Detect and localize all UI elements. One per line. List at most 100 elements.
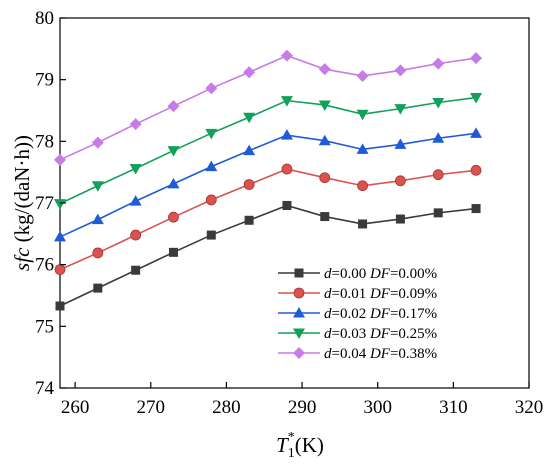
series-0	[55, 200, 481, 311]
data-point	[470, 52, 483, 65]
data-point	[282, 200, 292, 210]
data-point	[395, 175, 406, 187]
data-point	[130, 229, 142, 241]
series-4	[54, 49, 483, 166]
legend-label-d-value: =0.03	[332, 326, 370, 342]
data-point	[206, 230, 216, 240]
y-tick-label: 80	[35, 8, 54, 29]
data-point	[129, 163, 142, 175]
y-axis-title-italic: sfc	[10, 247, 34, 271]
legend-label-d: d	[324, 346, 332, 362]
data-point	[470, 93, 483, 104]
y-tick-label: 79	[35, 70, 54, 91]
legend-label-d-value: =0.01	[332, 286, 370, 302]
data-point	[357, 180, 368, 192]
data-point	[167, 100, 180, 113]
legend-label-df: DF	[369, 286, 391, 302]
legend-label: d=0.04 DF=0.38%	[324, 346, 437, 362]
x-tick-label: 260	[61, 397, 90, 418]
data-point	[167, 146, 180, 157]
x-axis-title-unit: (K)	[295, 433, 324, 457]
legend-label: d=0.02 DF=0.17%	[324, 306, 437, 322]
data-point	[244, 215, 254, 225]
data-point	[356, 109, 369, 121]
legend-label-d: d	[324, 266, 332, 282]
data-point	[243, 179, 255, 190]
data-point	[395, 214, 405, 224]
series-2	[54, 127, 483, 242]
x-tick-label: 280	[212, 397, 241, 418]
x-tick-label: 300	[363, 397, 392, 418]
data-point	[470, 164, 482, 176]
plot-area	[54, 17, 530, 389]
legend-marker	[294, 268, 304, 278]
data-point	[91, 213, 104, 225]
data-point	[432, 169, 444, 181]
legend-label-df: DF	[369, 346, 391, 362]
x-axis-title-sub: 1	[288, 446, 295, 461]
data-point	[168, 247, 178, 257]
data-point	[91, 181, 104, 192]
data-point	[54, 230, 66, 242]
legend-label-df-value: =0.38%	[390, 346, 437, 362]
x-tick-label: 320	[515, 397, 544, 418]
y-axis-title: sfc (kg/(daN·h))	[10, 135, 34, 271]
y-tick-label: 75	[35, 316, 54, 337]
data-point	[358, 219, 368, 229]
data-point	[318, 100, 331, 111]
data-point	[394, 64, 407, 77]
legend-label-d: d	[324, 286, 332, 302]
legend-label-df: DF	[369, 266, 391, 282]
data-point	[167, 177, 180, 189]
series-3	[54, 93, 483, 210]
data-point	[54, 199, 66, 210]
data-point	[432, 57, 445, 70]
data-point	[205, 160, 218, 172]
x-tick-label: 290	[288, 397, 317, 418]
data-point	[129, 195, 142, 206]
legend-item: d=0.01 DF=0.09%	[278, 286, 437, 302]
legend-label-d-value: =0.02	[332, 306, 370, 322]
legend-label-df-value: =0.17%	[390, 306, 437, 322]
data-point	[55, 301, 65, 311]
data-point	[471, 204, 481, 214]
series-1	[54, 163, 482, 276]
series-line	[59, 96, 477, 205]
data-point	[243, 144, 256, 156]
y-tick-label: 78	[35, 131, 54, 152]
legend-label-df-value: =0.09%	[390, 286, 437, 302]
data-point	[320, 212, 330, 222]
data-point	[432, 132, 445, 143]
legend-item: d=0.00 DF=0.00%	[278, 266, 437, 282]
data-point	[318, 63, 331, 76]
legend-label-d: d	[324, 306, 332, 322]
legend-label: d=0.01 DF=0.09%	[324, 286, 437, 302]
data-point	[129, 118, 142, 131]
series-line	[59, 54, 477, 161]
x-tick-label: 310	[439, 397, 468, 418]
series-line	[59, 168, 477, 271]
data-point	[54, 153, 66, 166]
legend-label-d: d	[324, 326, 332, 342]
legend-item: d=0.02 DF=0.17%	[278, 306, 437, 322]
legend-label-d-value: =0.04	[332, 346, 370, 362]
data-point	[281, 163, 293, 175]
data-point	[280, 49, 293, 62]
legend-label-df: DF	[369, 326, 391, 342]
legend-label-df-value: =0.25%	[390, 326, 437, 342]
data-point	[470, 127, 483, 138]
data-point	[432, 97, 445, 109]
data-point	[92, 247, 104, 259]
x-axis-title-sup: *	[288, 430, 295, 445]
data-point	[356, 143, 369, 154]
data-point	[131, 265, 141, 275]
x-axis-title-main: T	[276, 433, 289, 457]
legend-marker	[293, 347, 305, 359]
data-point	[433, 208, 443, 218]
data-point	[356, 69, 369, 82]
data-point	[205, 128, 218, 140]
data-point	[205, 194, 217, 206]
legend-label-df: DF	[369, 306, 391, 322]
legend-label: d=0.00 DF=0.00%	[324, 266, 437, 282]
